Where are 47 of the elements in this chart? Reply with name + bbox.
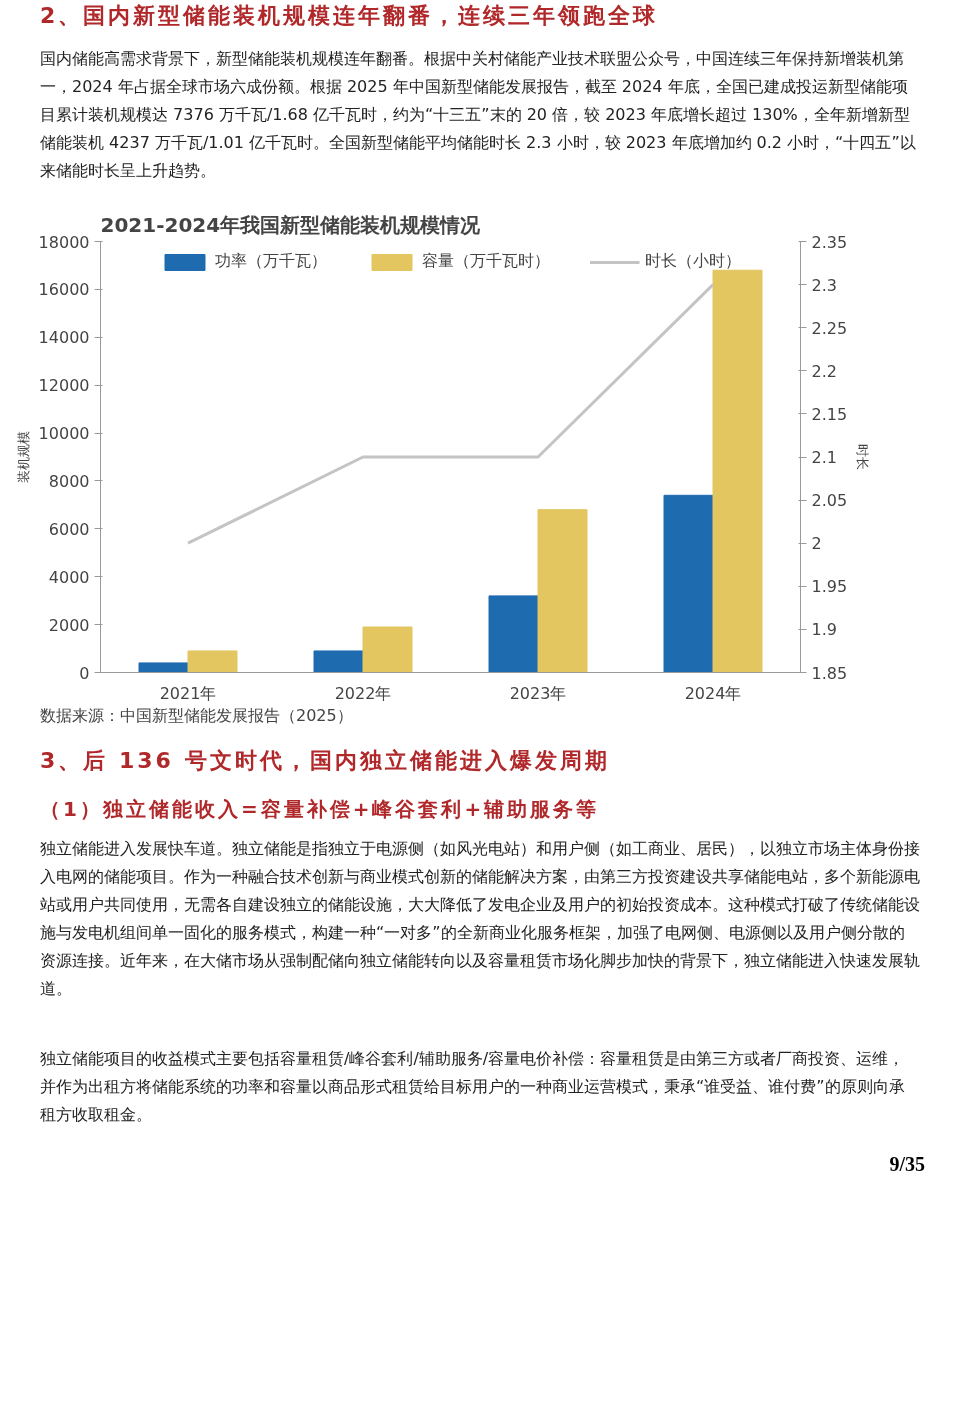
- y-tick-label: 6000: [48, 519, 90, 539]
- y2-tick-label: 2.1: [811, 448, 837, 467]
- text: 2、国内新型储能装机规模连年翻番，连续三年领跑全球: [40, 2, 659, 30]
- text: 9/35: [889, 1152, 925, 1177]
- x-tick-label: 2023年: [509, 683, 567, 703]
- bar: [488, 595, 539, 673]
- y-tick-label: 0: [79, 663, 90, 683]
- y-tick-label: 16000: [38, 280, 90, 300]
- bar: [362, 626, 413, 673]
- y-tick-label: 8000: [48, 471, 90, 491]
- bar: [712, 269, 763, 673]
- legend-label: 功率（万千瓦）: [214, 251, 327, 272]
- y-tick-label: 2000: [48, 615, 90, 635]
- bar: [313, 650, 364, 673]
- source-note: 数据来源：中国新型储能发展报告（2025）: [40, 705, 353, 727]
- legend-label: 时长（小时）: [644, 251, 741, 272]
- y-tick-label: 14000: [38, 328, 90, 348]
- text: （1）独立储能收入=容量补偿+峰谷套利+辅助服务等: [40, 796, 600, 823]
- y-tick-label: 4000: [48, 567, 90, 587]
- x-tick-label: 2024年: [684, 683, 742, 703]
- y2-tick-label: 2.15: [811, 404, 848, 424]
- y-axis-title: 装机规模: [15, 431, 31, 483]
- x-tick-label: 2021年: [159, 683, 217, 703]
- y2-tick-label: 2: [811, 534, 822, 554]
- y2-axis-title: 时长: [855, 444, 871, 470]
- y-tick-label: 12000: [38, 376, 90, 396]
- y2-tick-label: 2.05: [811, 491, 848, 511]
- x-tick-label: 2022年: [334, 683, 392, 703]
- y2-tick-label: 2.25: [811, 318, 848, 338]
- chart-title: 2021-2024年我国新型储能装机规模情况: [100, 212, 482, 237]
- bar: [138, 662, 189, 673]
- legend-label: 容量（万千瓦时）: [421, 251, 550, 272]
- y-tick-label: 18000: [38, 232, 90, 252]
- text: 独立储能进入发展快车道。独立储能是指独立于电源侧（如风光电站）和用户侧（如工商业、居民），以独立市场主体身份接入电网的储能项目。作为一种融合技术创新与商业模式创新的储能解决方案，由第三方投资建设共享储能电站，多个新能源电站或用户共同使用，无需各自建设独立的储能设施，大大降低了发电企业及用户的初始投资成本。这种模式打破了传统储能设施与发电机组间单一固化的服务模式，构建一种“一对多”的全新商业化服务框架，加强了电网侧、电源侧以及用户侧分散的资源连接。近年来，在大储市场从强制配储向独立储能转向以及容量租赁市场化脚步加快的背景下，独立储能进入快速发展轨道。: [40, 838, 920, 1000]
- text: 国内储能高需求背景下，新型储能装机规模连年翻番。根据中关村储能产业技术联盟公众号，中国连续三年保持新增装机第一，2024 年占据全球市场六成份额。根据 2025 年中国新型储能发展报告，截至 2024 年底，全国已建成投运新型储能项目累计装机规模达 7376 万千瓦/1.68 亿千瓦时，约为“十三五”末的 20 倍，较 2023 年底增长超过 130%，全年新增新型储能装机 4237 万千瓦/1.01 亿千瓦时。全国新型储能平均储能时长 2.3 小时，较 2023 年底增加约 0.2 小时，“十四五”以来储能时长呈上升趋势。: [40, 48, 917, 182]
- text: 独立储能项目的收益模式主要包括容量租赁/峰谷套利/辅助服务/容量电价补偿：容量租赁是由第三方或者厂商投资、运维，并作为出租方将储能系统的功率和容量以商品形式租赁给目标用户的一种商业运营模式，秉承“谁受益、谁付费”的原则向承租方收取租金。: [40, 1048, 906, 1126]
- text: 3、后 136 号文时代，国内独立储能进入爆发周期: [40, 747, 610, 775]
- y2-tick-label: 1.85: [811, 663, 848, 683]
- bar: [187, 650, 238, 673]
- y2-tick-label: 1.9: [811, 620, 837, 640]
- y2-tick-label: 2.3: [811, 275, 837, 295]
- y2-tick-label: 1.95: [811, 577, 848, 597]
- y2-tick-label: 2.2: [811, 361, 837, 381]
- bar: [537, 509, 588, 673]
- y-tick-label: 10000: [38, 424, 90, 444]
- y2-tick-label: 2.35: [811, 232, 848, 252]
- bar: [663, 494, 714, 673]
